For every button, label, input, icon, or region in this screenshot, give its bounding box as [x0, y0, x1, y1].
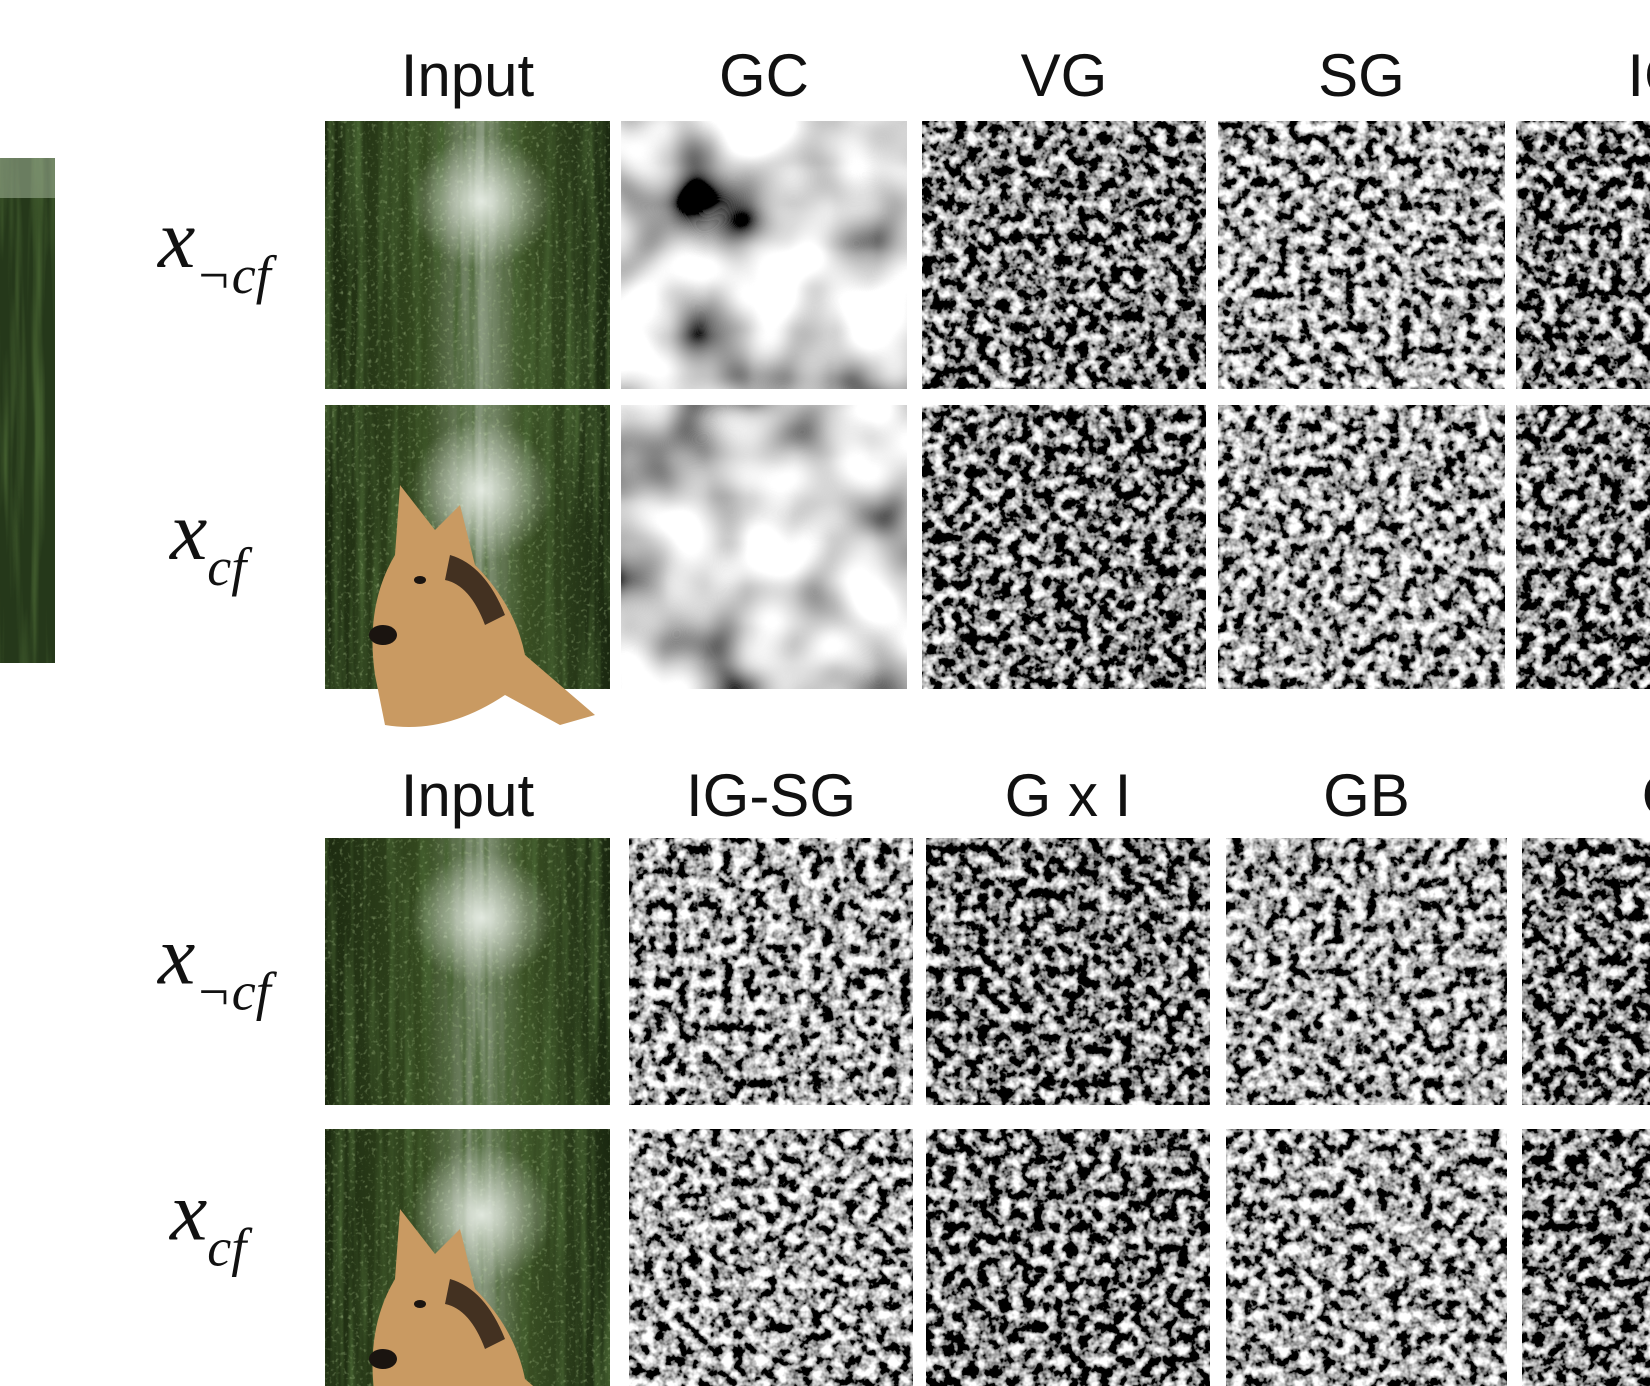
- input-image: [325, 405, 610, 727]
- column-header: SG: [1318, 42, 1405, 109]
- panel: Input IG-SG G x I GB Gx¬cf xcf: [156, 762, 1650, 1386]
- column-header: GB: [1323, 762, 1410, 829]
- saliency-map: [1516, 405, 1650, 689]
- row-label: xcf: [168, 485, 253, 597]
- figure: Input GC VG SG IG x¬cf xcf Input IG-SG G x I GB Gx¬…: [0, 0, 1650, 1386]
- input-image: [325, 838, 610, 1105]
- row-label: x¬cf: [156, 910, 278, 1022]
- saliency-map: [621, 121, 907, 389]
- column-header: G: [1642, 762, 1650, 829]
- page: {"panels": [ {"headers": ["Input", "GC",…: [0, 0, 1650, 1386]
- saliency-map: [926, 1129, 1210, 1386]
- saliency-map: [1226, 838, 1507, 1105]
- column-header: Input: [401, 42, 535, 109]
- panel: Input GC VG SG IG x¬cf xcf: [156, 42, 1650, 727]
- input-image: [325, 121, 610, 389]
- saliency-map: [1522, 1129, 1650, 1386]
- row-label: xcf: [168, 1166, 253, 1278]
- saliency-map: [1226, 1129, 1507, 1386]
- saliency-map: [922, 121, 1206, 389]
- saliency-map: [1218, 405, 1505, 689]
- saliency-map: [629, 838, 913, 1105]
- input-image: [325, 1129, 610, 1386]
- column-header: G x I: [1005, 762, 1132, 829]
- saliency-map: [1218, 121, 1505, 389]
- column-header: IG: [1627, 42, 1650, 109]
- saliency-map: [1516, 121, 1650, 389]
- saliency-map: [1522, 838, 1650, 1105]
- saliency-map: [926, 838, 1210, 1105]
- column-header: Input: [401, 762, 535, 829]
- column-header: IG-SG: [686, 762, 856, 829]
- cropped-image: [0, 158, 55, 663]
- row-label: x¬cf: [156, 193, 278, 305]
- saliency-map: [629, 1129, 913, 1386]
- saliency-map: [621, 405, 907, 689]
- column-header: VG: [1021, 42, 1108, 109]
- column-header: GC: [719, 42, 809, 109]
- saliency-map: [922, 405, 1206, 689]
